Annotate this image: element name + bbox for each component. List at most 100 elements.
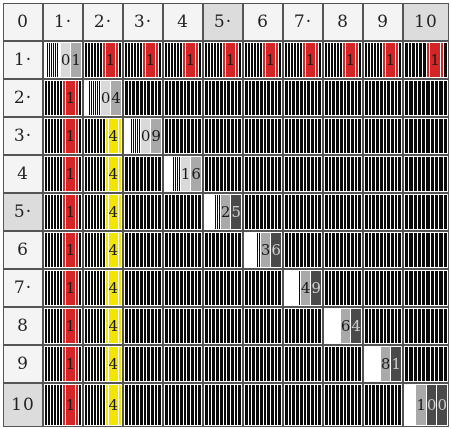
cell-digit: 9 xyxy=(151,119,161,153)
cell-strip xyxy=(172,119,176,153)
cell-strip xyxy=(278,385,282,425)
cell-strip xyxy=(198,233,202,267)
cell-strip xyxy=(256,309,259,343)
cell-strip xyxy=(387,81,390,115)
cell-strip xyxy=(387,195,390,229)
cell-strip xyxy=(208,157,212,191)
cell-strip xyxy=(87,347,90,381)
cell-digit: 1 xyxy=(71,43,81,77)
cell-strip xyxy=(102,157,105,191)
cell-strip xyxy=(125,385,128,425)
cell-strip xyxy=(136,271,139,305)
cell-strip xyxy=(245,347,248,381)
cell-strip xyxy=(212,385,216,425)
cell-strip xyxy=(278,81,282,115)
cell-digit: 1 xyxy=(345,43,356,77)
cell-strip xyxy=(310,347,314,381)
cell-strip xyxy=(399,43,401,77)
cell-strip xyxy=(328,347,332,381)
grid-cell xyxy=(363,155,403,193)
cell-strip xyxy=(288,195,292,229)
cell-strip xyxy=(336,309,338,343)
cell-strip xyxy=(56,119,59,153)
cell-strip xyxy=(238,81,242,115)
cell-strip xyxy=(105,233,108,267)
cell-strip xyxy=(430,233,435,267)
cell-strip xyxy=(176,271,179,305)
cell-strip xyxy=(142,43,145,77)
cell-strip xyxy=(368,195,372,229)
cell-strip xyxy=(87,119,90,153)
grid-cell: 4 xyxy=(83,117,123,155)
cell-strip xyxy=(343,233,347,267)
cell-strip xyxy=(76,385,79,425)
cell-strip xyxy=(227,81,230,115)
cell-strip xyxy=(154,309,158,343)
cell-strip xyxy=(212,233,216,267)
cell-strip xyxy=(296,157,299,191)
cell-strip xyxy=(285,233,288,267)
cell-digit: 2 xyxy=(220,195,231,229)
cell-digit: 8 xyxy=(380,347,391,381)
grid-cell xyxy=(203,155,243,193)
cell-strip xyxy=(405,271,409,305)
cell-strip xyxy=(93,157,96,191)
cell-strip xyxy=(236,43,239,77)
grid-cell xyxy=(363,269,403,307)
cell-strip xyxy=(274,119,278,153)
grid-cell xyxy=(163,345,203,383)
cell-strip xyxy=(409,347,413,381)
cell-strip xyxy=(219,233,223,267)
cell-strip xyxy=(150,347,154,381)
grid-cell xyxy=(123,155,163,193)
cell-strip xyxy=(128,233,132,267)
cell-strip xyxy=(347,119,350,153)
cell-strip xyxy=(248,157,252,191)
cell-strip xyxy=(343,195,347,229)
cell-strip xyxy=(270,195,274,229)
cell-strip xyxy=(238,385,242,425)
column-header: 1· xyxy=(43,3,83,41)
cell-strip xyxy=(372,347,374,381)
cell-strip xyxy=(390,157,394,191)
cell-strip xyxy=(125,233,128,267)
cell-strip xyxy=(56,157,59,191)
cell-strip xyxy=(365,157,368,191)
cell-strip xyxy=(50,43,52,77)
cell-strip xyxy=(90,157,93,191)
cell-strip xyxy=(205,119,208,153)
cell-strip xyxy=(59,271,62,305)
cell-strip xyxy=(310,81,314,115)
cell-strip xyxy=(93,119,96,153)
cell-strip xyxy=(212,81,216,115)
cell-digit: 1 xyxy=(105,43,116,77)
cell-strip xyxy=(147,271,150,305)
grid-cell: 1 xyxy=(43,117,83,155)
cell-strip xyxy=(179,195,183,229)
cell-strip xyxy=(168,81,172,115)
cell-strip xyxy=(85,233,87,267)
cell-strip xyxy=(270,119,274,153)
cell-strip xyxy=(45,347,47,381)
cell-strip xyxy=(443,119,447,153)
cell-strip xyxy=(172,347,176,381)
cell-strip xyxy=(383,81,387,115)
cell-strip xyxy=(154,81,158,115)
cell-strip xyxy=(210,195,212,229)
cell-strip xyxy=(325,309,326,343)
cell-strip xyxy=(343,271,347,305)
cell-strip xyxy=(339,81,343,115)
cell-strip xyxy=(426,271,430,305)
cell-strip xyxy=(367,43,370,77)
cell-strip xyxy=(90,309,93,343)
cell-strip xyxy=(259,271,263,305)
grid-cell xyxy=(243,79,283,117)
cell-strip xyxy=(96,195,99,229)
cell-strip xyxy=(190,81,194,115)
cell-strip xyxy=(383,309,387,343)
cell-strip xyxy=(234,347,238,381)
cell-strip xyxy=(259,385,263,425)
cell-strip xyxy=(96,385,99,425)
